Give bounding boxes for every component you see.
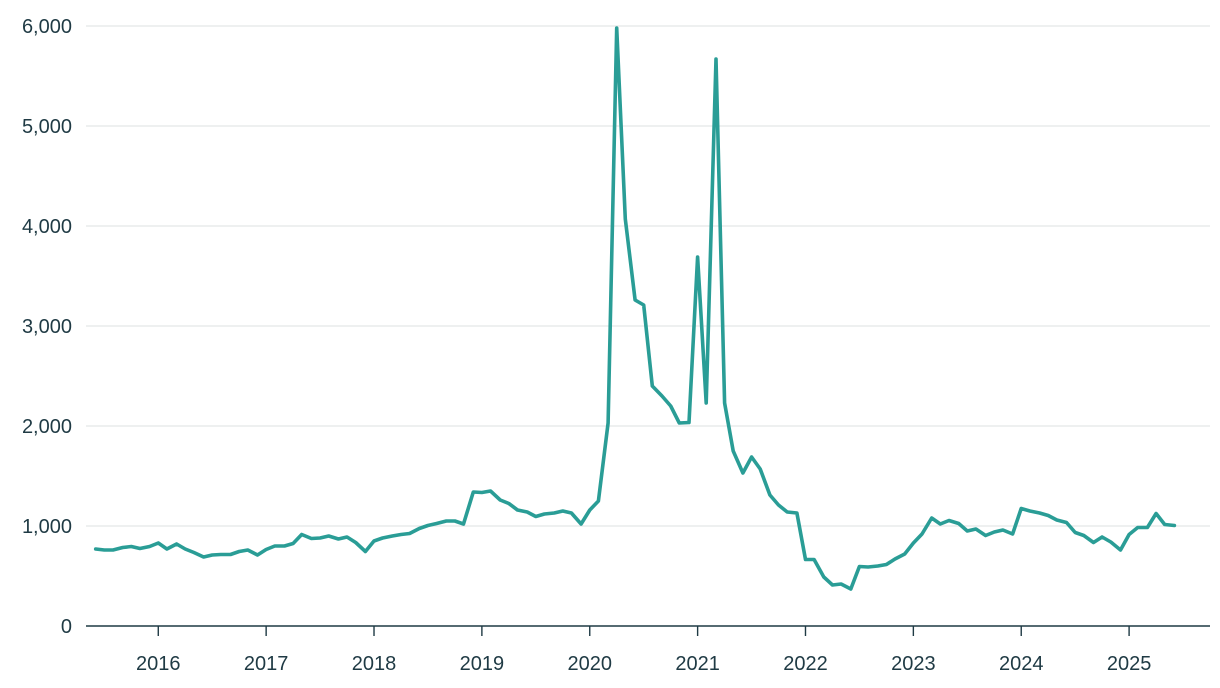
x-tick-label: 2020 (568, 653, 613, 675)
y-tick-label: 1,000 (22, 516, 72, 538)
x-tick-label: 2023 (891, 653, 936, 675)
x-tick-label: 2018 (352, 653, 397, 675)
x-tick-label: 2025 (1107, 653, 1152, 675)
y-axis-tick-labels: 0 1,000 2,000 3,000 4,000 5,000 6,000 (22, 16, 72, 638)
y-tick-label: 6,000 (22, 16, 72, 38)
x-tick-label: 2021 (675, 653, 720, 675)
x-tick-label: 2019 (460, 653, 505, 675)
y-tick-label: 5,000 (22, 116, 72, 138)
y-tick-label: 4,000 (22, 216, 72, 238)
series-line (93, 26, 1177, 591)
x-tick-label: 2022 (783, 653, 828, 675)
y-tick-label: 0 (61, 616, 72, 638)
x-axis-ticks: 2016 2017 2018 2019 2020 2021 2022 2023 2024 2025 (136, 626, 1151, 675)
x-tick-label: 2024 (999, 653, 1044, 675)
y-tick-label: 3,000 (22, 316, 72, 338)
y-tick-label: 2,000 (22, 416, 72, 438)
grid-lines (86, 25, 1210, 527)
x-tick-label: 2016 (136, 653, 181, 675)
x-tick-label: 2017 (244, 653, 289, 675)
